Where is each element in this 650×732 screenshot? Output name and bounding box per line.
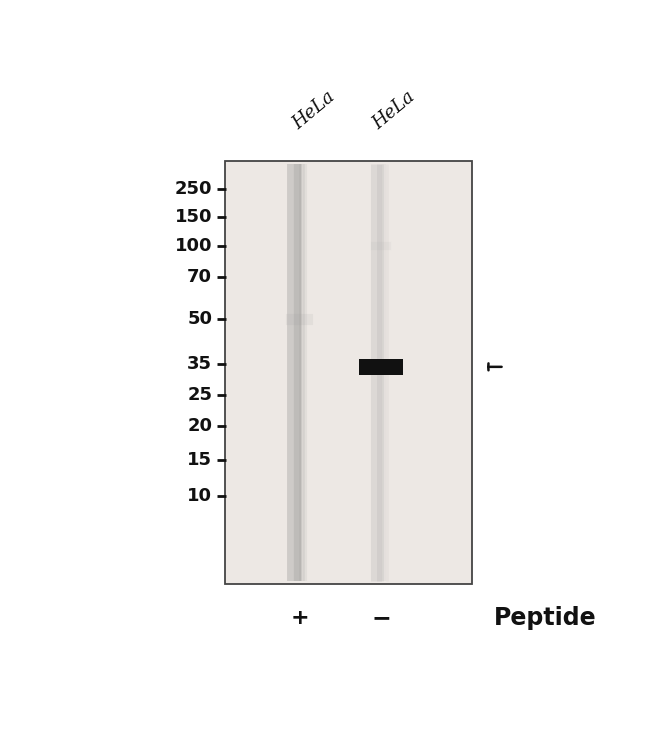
Bar: [359, 359, 403, 375]
Text: 10: 10: [187, 488, 212, 506]
Text: 250: 250: [175, 180, 212, 198]
Text: 50: 50: [187, 310, 212, 328]
Text: 25: 25: [187, 386, 212, 404]
Text: +: +: [291, 608, 309, 627]
Bar: [225, 161, 472, 584]
Text: HeLa: HeLa: [369, 88, 419, 133]
Text: 150: 150: [175, 209, 212, 226]
Text: HeLa: HeLa: [289, 88, 338, 133]
Text: 35: 35: [187, 355, 212, 373]
Text: 100: 100: [175, 236, 212, 255]
Text: Peptide: Peptide: [494, 605, 597, 630]
Text: 15: 15: [187, 451, 212, 468]
Text: 20: 20: [187, 417, 212, 435]
Text: −: −: [371, 605, 391, 630]
Text: 70: 70: [187, 268, 212, 285]
